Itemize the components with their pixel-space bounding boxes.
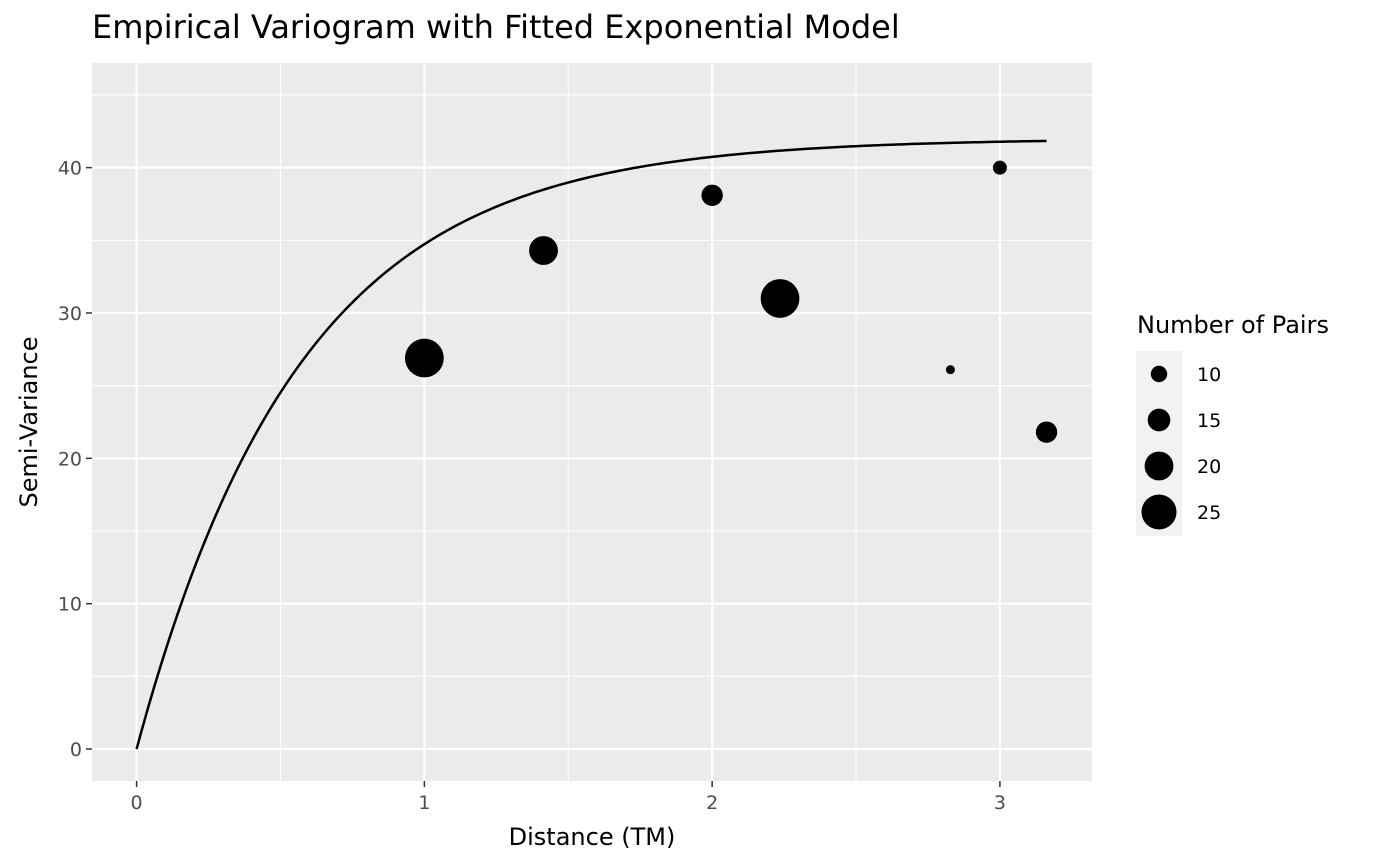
data-point bbox=[1035, 421, 1058, 443]
legend-entries: 10 15 20 25 bbox=[1141, 364, 1221, 530]
y-tick-label: 10 bbox=[58, 594, 82, 616]
legend-label: 10 bbox=[1197, 364, 1221, 386]
chart-title: Empirical Variogram with Fitted Exponent… bbox=[92, 8, 900, 46]
fitted-model-line bbox=[135, 139, 1047, 750]
legend-key-circle bbox=[1147, 408, 1171, 432]
legend-key-circle bbox=[1141, 494, 1177, 530]
plot-panel bbox=[92, 63, 1092, 781]
y-tick-label: 30 bbox=[58, 303, 82, 325]
x-axis-title: Distance (TM) bbox=[509, 823, 676, 851]
legend-label: 20 bbox=[1197, 456, 1221, 478]
data-point bbox=[404, 338, 444, 378]
x-axis-ticks: 0 1 2 3 bbox=[131, 781, 1006, 814]
y-tick-label: 40 bbox=[58, 158, 82, 180]
empirical-points bbox=[404, 160, 1058, 443]
data-point bbox=[992, 160, 1007, 175]
x-tick-label: 2 bbox=[706, 792, 718, 814]
data-point bbox=[701, 184, 723, 206]
x-tick-label: 3 bbox=[994, 792, 1006, 814]
legend-label: 25 bbox=[1197, 502, 1221, 524]
data-point bbox=[760, 279, 800, 318]
major-gridlines bbox=[92, 63, 1092, 781]
x-tick-label: 0 bbox=[131, 792, 143, 814]
y-tick-label: 0 bbox=[70, 739, 82, 761]
y-tick-label: 20 bbox=[58, 448, 82, 470]
legend: Number of Pairs 10 15 20 25 bbox=[1136, 311, 1329, 536]
data-point bbox=[529, 236, 558, 265]
minor-gridlines bbox=[92, 63, 1092, 781]
y-axis-ticks: 0 10 20 30 40 bbox=[58, 158, 92, 761]
legend-title: Number of Pairs bbox=[1137, 311, 1329, 339]
y-axis-title: Semi-Variance bbox=[15, 337, 43, 508]
x-tick-label: 1 bbox=[418, 792, 430, 814]
legend-key-circle bbox=[1150, 365, 1168, 383]
legend-label: 15 bbox=[1197, 410, 1221, 432]
legend-key-circle bbox=[1144, 451, 1174, 481]
data-point bbox=[945, 365, 955, 375]
